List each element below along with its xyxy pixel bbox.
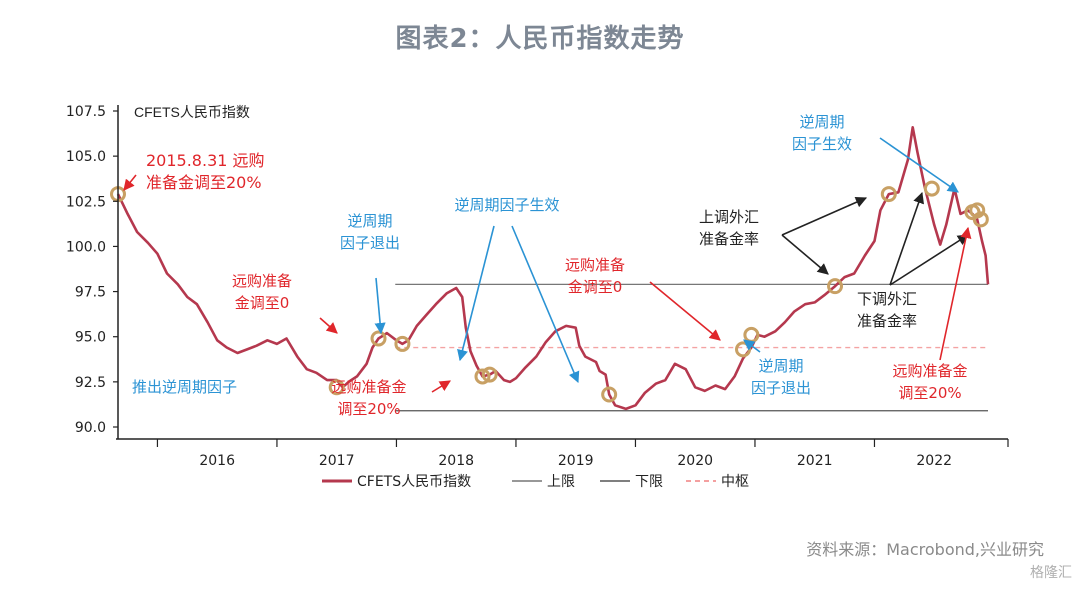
source-note: 资料来源：Macrobond,兴业研究 — [806, 540, 1044, 559]
y-tick-label: 100.0 — [66, 239, 106, 255]
y-tick-label: 95.0 — [75, 330, 106, 346]
event-marker — [735, 341, 752, 358]
annotation-text: 2015.8.31 远购 — [146, 151, 265, 170]
event-marker — [743, 326, 760, 343]
annotation-arrow — [457, 225, 495, 362]
annotation-text: 金调至0 — [235, 294, 290, 312]
annotation-arrow — [431, 380, 451, 393]
watermark: 格隆汇 — [1030, 565, 1072, 581]
series-label-inset: CFETS人民币指数 — [134, 104, 250, 120]
annotation-arrow — [374, 277, 386, 335]
annotation-text: 远购准备金 — [892, 362, 967, 380]
event-marker — [923, 180, 940, 197]
legend-label: 下限 — [635, 474, 663, 490]
annotation-text: 金调至0 — [568, 278, 623, 296]
annotation-text: 因子退出 — [751, 379, 811, 397]
annotation-text: 逆周期 — [758, 357, 803, 375]
y-tick-label: 107.5 — [66, 104, 106, 120]
x-tick-label: 2017 — [319, 453, 355, 469]
chart-title: 图表2：人民币指数走势 — [395, 24, 685, 54]
annotation-arrow — [781, 196, 868, 236]
series-line-cfets — [116, 126, 990, 411]
legend-label: CFETS人民币指数 — [357, 474, 471, 490]
annotation-arrow — [511, 225, 580, 384]
annotation-text: 远购准备 — [232, 272, 292, 290]
annotation-arrow — [889, 191, 924, 286]
annotation-arrow — [781, 234, 829, 275]
annotation-text: 调至20% — [898, 384, 961, 402]
annotation-arrow — [743, 339, 761, 353]
event-marker — [972, 211, 989, 228]
x-tick-label: 2016 — [199, 453, 235, 469]
annotation-arrow — [879, 137, 959, 193]
y-tick-label: 102.5 — [66, 194, 106, 210]
annotation-text: 推出逆周期因子 — [132, 378, 237, 396]
annotation-text: 上调外汇 — [699, 208, 759, 226]
annotation-arrow — [939, 226, 972, 361]
event-marker — [827, 278, 844, 295]
x-tick-label: 2019 — [558, 453, 594, 469]
annotation-arrow — [889, 234, 969, 286]
event-marker — [481, 366, 498, 383]
y-tick-label: 92.5 — [75, 375, 106, 391]
y-tick-label: 105.0 — [66, 149, 106, 165]
annotation-text: 下调外汇 — [857, 290, 917, 308]
annotation-text: 远购准备金 — [331, 378, 406, 396]
annotation-text: 准备金率 — [699, 230, 759, 248]
annotation-text: 逆周期 — [799, 113, 844, 131]
event-marker — [880, 186, 897, 203]
annotation-text: 逆周期因子生效 — [454, 196, 559, 214]
event-marker — [969, 202, 986, 219]
x-tick-label: 2020 — [677, 453, 713, 469]
annotation-text: 因子生效 — [792, 135, 852, 153]
annotation-text: 准备金率 — [857, 312, 917, 330]
event-marker — [474, 368, 491, 385]
event-marker — [394, 335, 411, 352]
event-marker — [601, 386, 618, 403]
annotation-arrow — [123, 174, 137, 191]
x-tick-label: 2018 — [438, 453, 474, 469]
annotation-text: 远购准备 — [565, 256, 625, 274]
y-tick-label: 90.0 — [75, 420, 106, 436]
legend-label: 中枢 — [721, 474, 749, 490]
annotation-text: 因子退出 — [340, 234, 400, 252]
annotation-arrow — [319, 317, 338, 334]
event-marker — [328, 379, 345, 396]
y-tick-label: 97.5 — [75, 285, 106, 301]
annotation-text: 准备金调至20% — [146, 173, 262, 192]
annotation-arrow — [649, 281, 721, 341]
annotation-text: 调至20% — [337, 400, 400, 418]
annotation-text: 逆周期 — [347, 212, 392, 230]
legend-label: 上限 — [547, 474, 575, 490]
x-tick-label: 2021 — [797, 453, 833, 469]
x-tick-label: 2022 — [916, 453, 952, 469]
